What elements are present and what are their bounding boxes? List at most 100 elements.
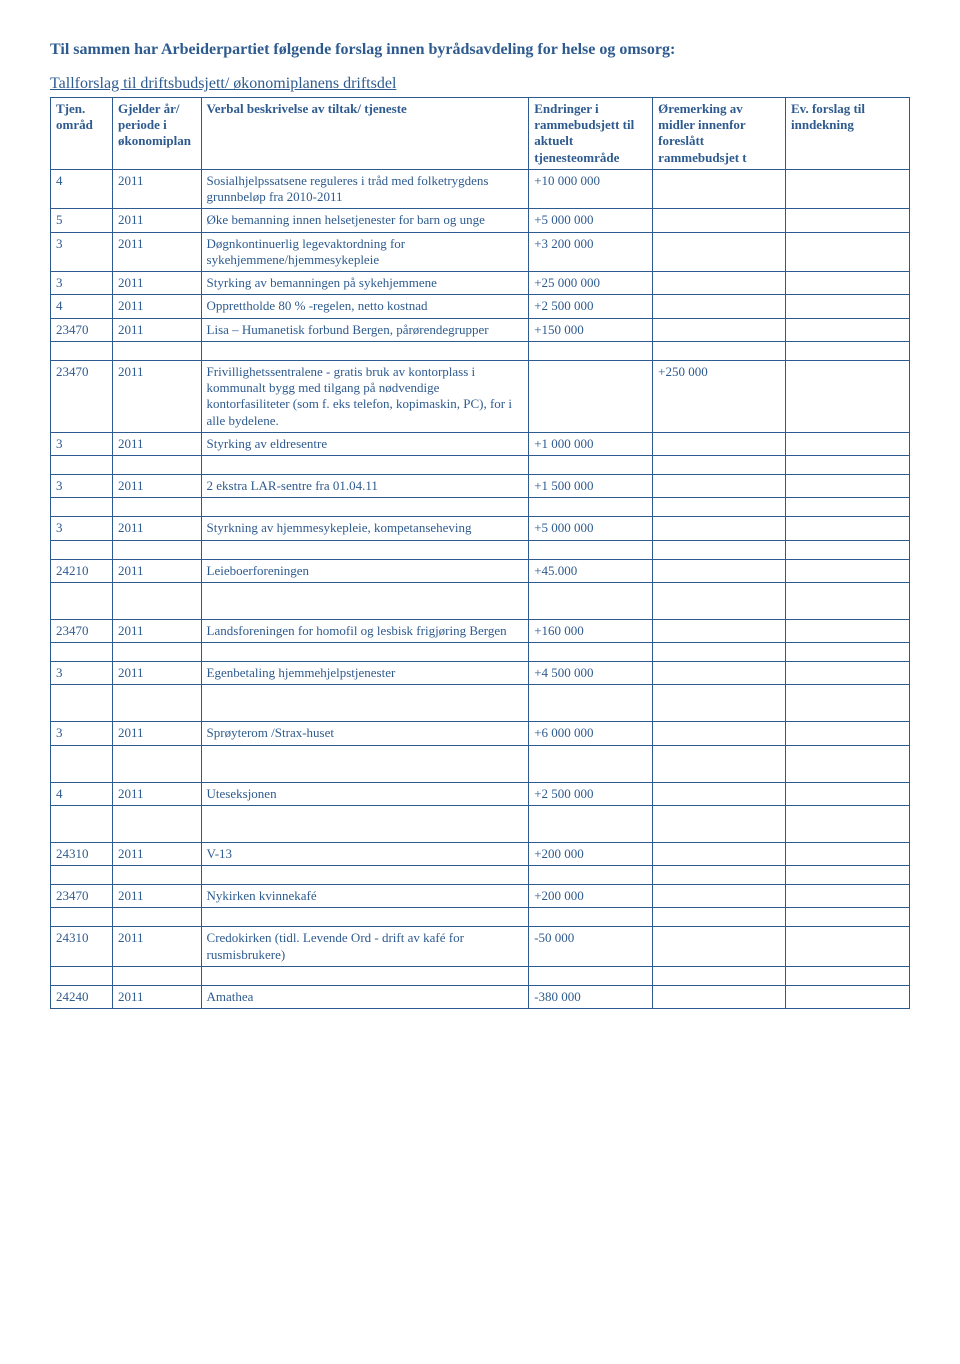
table-row: 32011Egenbetaling hjemmehjelpstjenester+… (51, 662, 910, 685)
table-cell: 2011 (112, 662, 201, 685)
table-cell (786, 295, 910, 318)
spacer-cell (51, 866, 113, 885)
table-row (51, 745, 910, 764)
table-cell (653, 475, 786, 498)
spacer-cell (201, 498, 529, 517)
table-row (51, 866, 910, 885)
table-cell (786, 232, 910, 272)
spacer-cell (653, 966, 786, 985)
spacer-cell (51, 685, 113, 704)
table-cell: 2011 (112, 432, 201, 455)
spacer-cell (529, 908, 653, 927)
table-cell: +200 000 (529, 885, 653, 908)
spacer-cell (201, 764, 529, 783)
table-cell: Nykirken kvinnekafé (201, 885, 529, 908)
table-cell: 5 (51, 209, 113, 232)
table-cell: 2011 (112, 842, 201, 865)
table-row: 32011Styrking av eldresentre+1 000 000 (51, 432, 910, 455)
spacer-cell (51, 824, 113, 843)
table-cell: 2011 (112, 517, 201, 540)
table-row: 243102011Credokirken (tidl. Levende Ord … (51, 927, 910, 967)
spacer-cell (112, 601, 201, 620)
spacer-cell (529, 824, 653, 843)
table-cell: 3 (51, 662, 113, 685)
table-cell (786, 169, 910, 209)
spacer-cell (201, 824, 529, 843)
table-row: 243102011V-13+200 000 (51, 842, 910, 865)
table-cell (786, 985, 910, 1008)
table-cell: 2011 (112, 927, 201, 967)
table-cell (786, 272, 910, 295)
col-header: Verbal beskrivelse av tiltak/ tjeneste (201, 97, 529, 169)
table-cell: 23470 (51, 360, 113, 432)
table-cell: Sosialhjelpssatsene reguleres i tråd med… (201, 169, 529, 209)
table-cell (653, 559, 786, 582)
table-cell (653, 985, 786, 1008)
spacer-cell (529, 456, 653, 475)
spacer-cell (786, 601, 910, 620)
table-cell: 2011 (112, 885, 201, 908)
table-row: 320112 ekstra LAR-sentre fra 01.04.11+1 … (51, 475, 910, 498)
table-cell: +4 500 000 (529, 662, 653, 685)
spacer-cell (786, 582, 910, 601)
table-cell: 24310 (51, 842, 113, 865)
table-cell (653, 885, 786, 908)
spacer-cell (112, 643, 201, 662)
spacer-cell (112, 745, 201, 764)
spacer-cell (786, 685, 910, 704)
table-cell (653, 722, 786, 745)
spacer-cell (653, 866, 786, 885)
spacer-cell (112, 764, 201, 783)
table-cell: 4 (51, 295, 113, 318)
table-cell: -380 000 (529, 985, 653, 1008)
table-cell: 24210 (51, 559, 113, 582)
col-header: Endringer i rammebudsjett til aktuelt tj… (529, 97, 653, 169)
table-row: 42011Opprettholde 80 % -regelen, netto k… (51, 295, 910, 318)
spacer-cell (112, 908, 201, 927)
table-cell: 2011 (112, 722, 201, 745)
table-cell (786, 517, 910, 540)
page-heading: Til sammen har Arbeiderpartiet følgende … (50, 40, 910, 61)
table-cell (786, 209, 910, 232)
table-row: 234702011Lisa – Humanetisk forbund Berge… (51, 318, 910, 341)
table-cell: 24240 (51, 985, 113, 1008)
table-cell: +250 000 (653, 360, 786, 432)
table-cell: 2011 (112, 169, 201, 209)
table-cell: 2 ekstra LAR-sentre fra 01.04.11 (201, 475, 529, 498)
table-row: 52011Øke bemanning innen helsetjenester … (51, 209, 910, 232)
table-cell: Uteseksjonen (201, 782, 529, 805)
table-cell: Styrking av eldresentre (201, 432, 529, 455)
spacer-cell (653, 456, 786, 475)
spacer-cell (786, 341, 910, 360)
spacer-cell (201, 601, 529, 620)
table-row: 234702011Landsforeningen for homofil og … (51, 619, 910, 642)
table-cell (653, 842, 786, 865)
table-row (51, 764, 910, 783)
spacer-cell (112, 866, 201, 885)
table-cell: 24310 (51, 927, 113, 967)
table-cell: Styrking av bemanningen på sykehjemmene (201, 272, 529, 295)
table-cell: +1 000 000 (529, 432, 653, 455)
table-row (51, 643, 910, 662)
spacer-cell (786, 540, 910, 559)
spacer-cell (653, 703, 786, 722)
table-cell: 23470 (51, 885, 113, 908)
table-cell (653, 295, 786, 318)
spacer-cell (201, 966, 529, 985)
spacer-cell (529, 498, 653, 517)
table-cell (653, 782, 786, 805)
spacer-cell (201, 540, 529, 559)
table-row (51, 908, 910, 927)
table-row (51, 498, 910, 517)
table-row (51, 582, 910, 601)
spacer-cell (112, 703, 201, 722)
table-cell (653, 662, 786, 685)
table-row (51, 703, 910, 722)
table-row: 32011Sprøyterom /Strax-huset+6 000 000 (51, 722, 910, 745)
table-row (51, 824, 910, 843)
spacer-cell (201, 582, 529, 601)
spacer-cell (653, 341, 786, 360)
table-row (51, 540, 910, 559)
table-cell: 2011 (112, 619, 201, 642)
spacer-cell (51, 582, 113, 601)
